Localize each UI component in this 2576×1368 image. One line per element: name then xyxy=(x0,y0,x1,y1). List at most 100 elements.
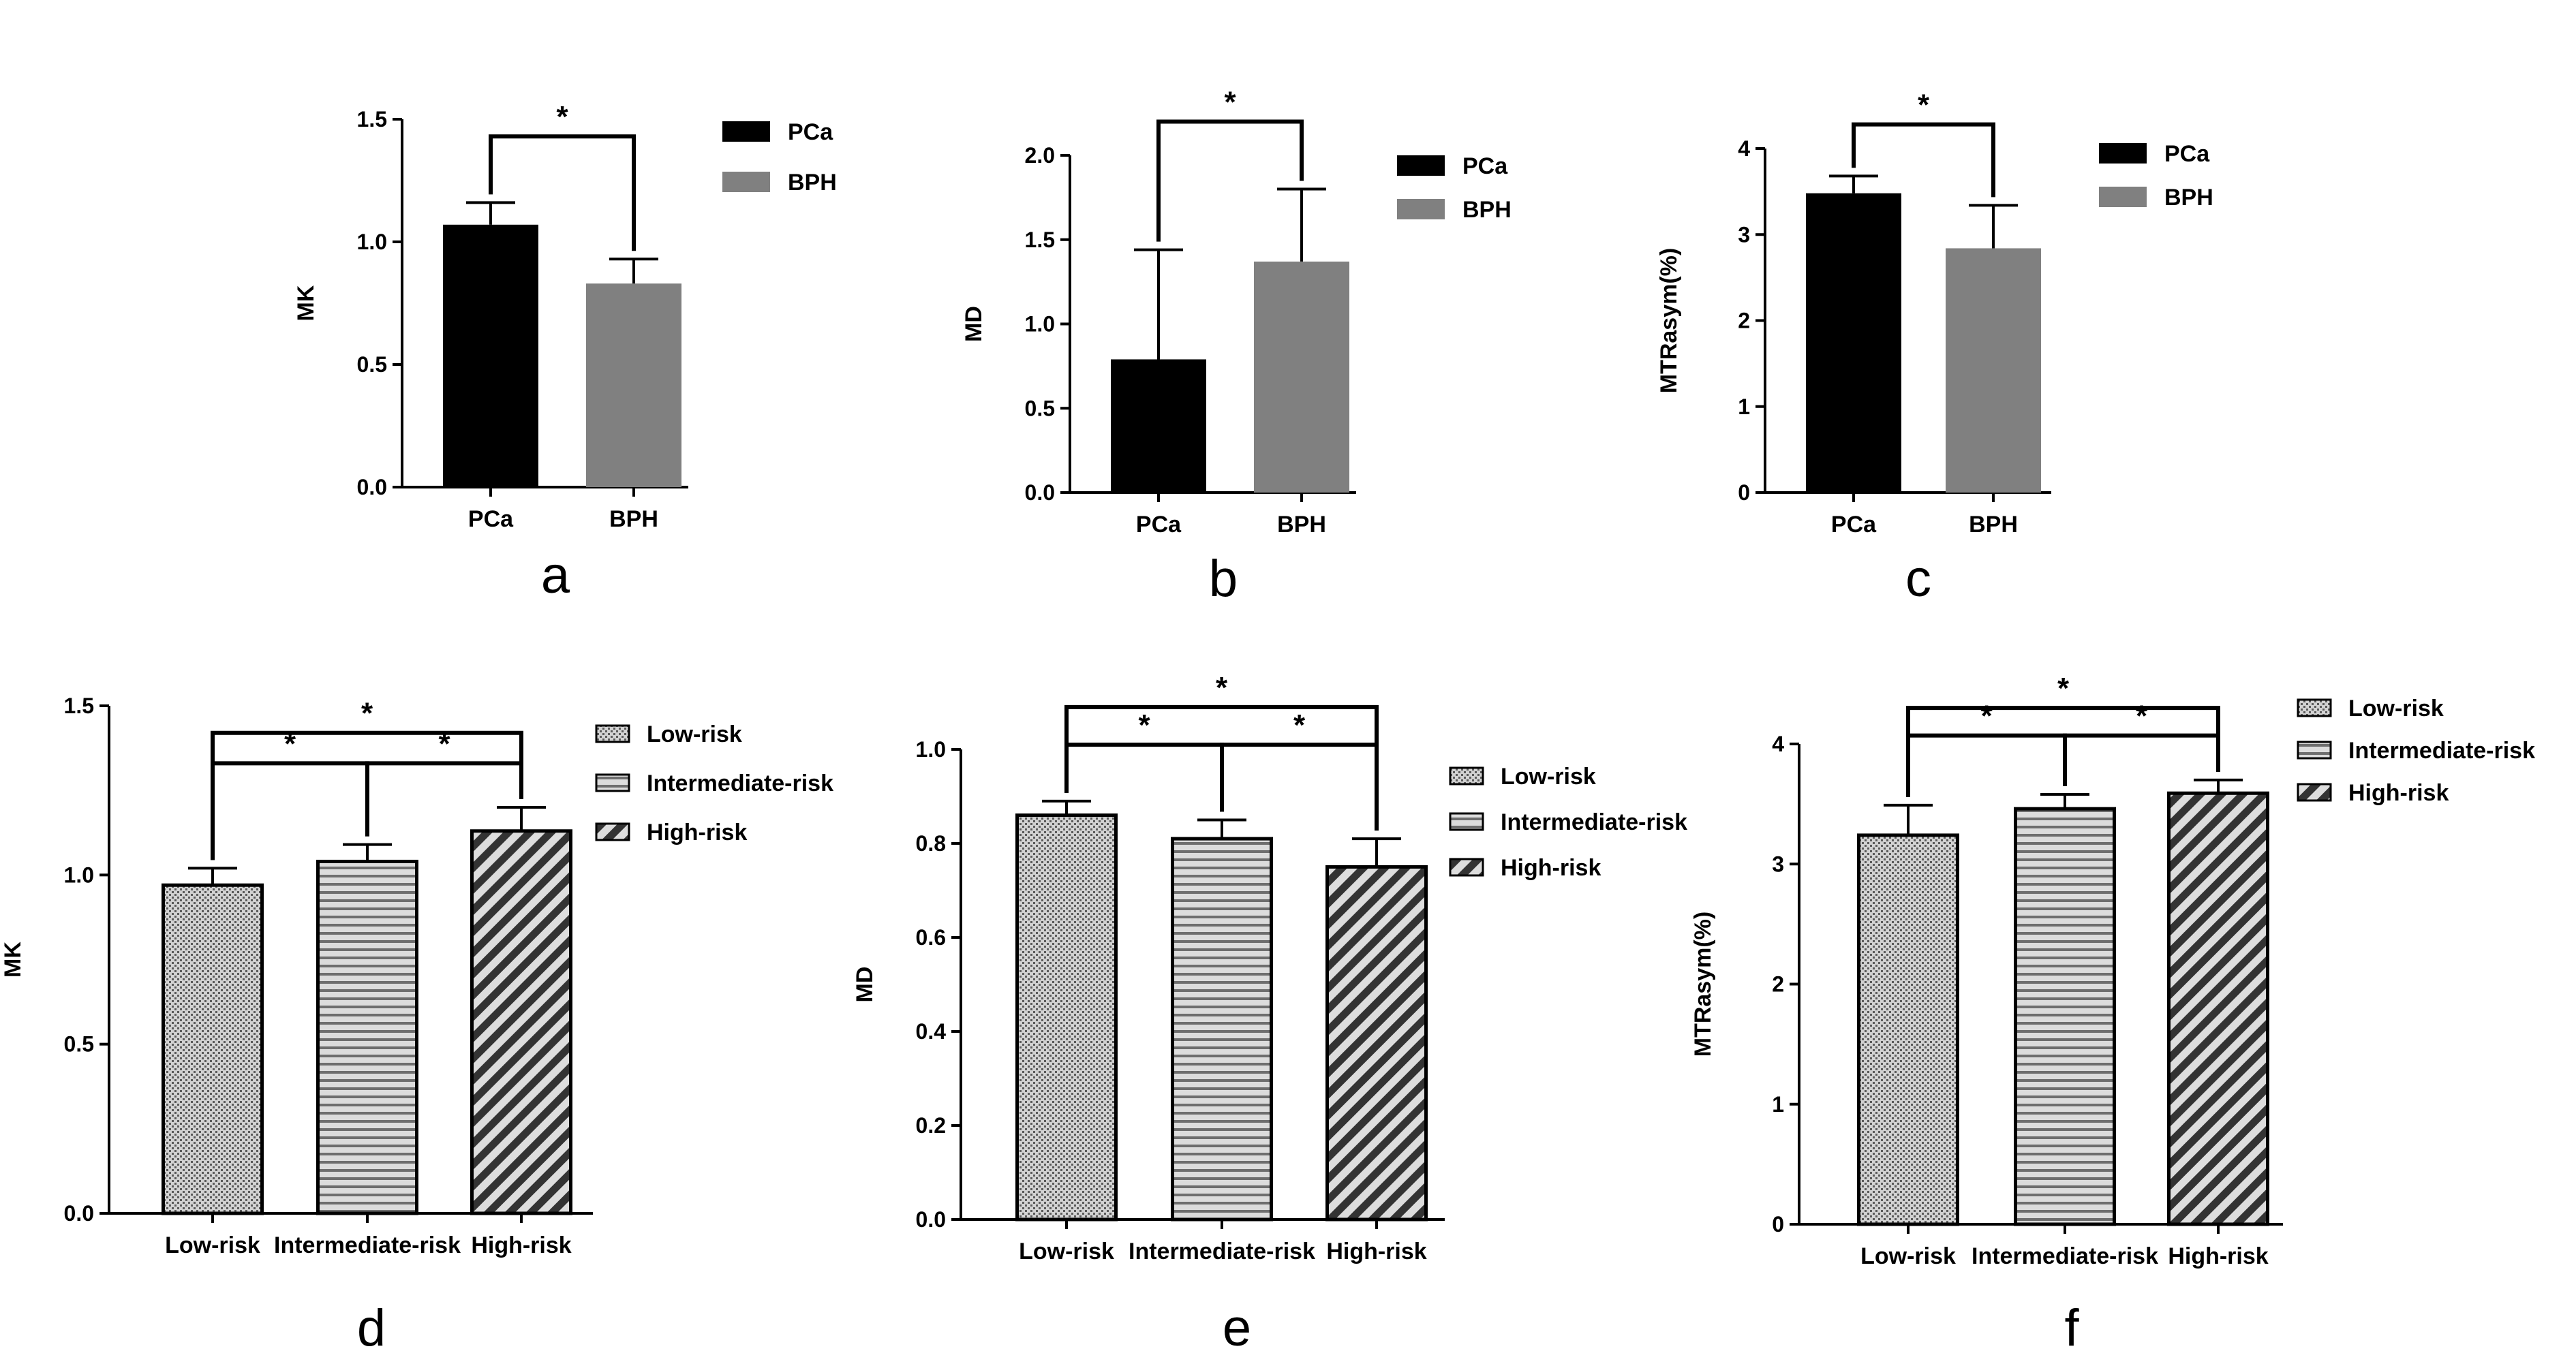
legend-label: Low-risk xyxy=(2348,696,2444,721)
y-tick-label: 3 xyxy=(1738,222,1750,247)
significance-star: * xyxy=(1138,709,1150,742)
y-tick-label: 1.5 xyxy=(64,694,94,718)
panel-letter: f xyxy=(2064,1299,2079,1357)
significance-bracket xyxy=(1064,704,1379,831)
y-tick-label: 1 xyxy=(1738,394,1750,419)
y-tick-label: 0 xyxy=(1772,1212,1784,1237)
significance-bracket xyxy=(365,761,523,837)
significance-star: * xyxy=(1293,709,1306,742)
bar-low-risk xyxy=(1857,833,1959,1226)
chart-panel-f: 0 1 2 3 4 MTRasym(%) Low-risk Intermediate-risk… xyxy=(1690,672,2535,1357)
bar-low-risk xyxy=(1015,813,1118,1222)
significance-star: * xyxy=(2057,672,2070,705)
y-axis-title: MD xyxy=(961,306,987,342)
y-axis-title: MK xyxy=(0,942,26,978)
legend-label: BPH xyxy=(1462,197,1512,223)
x-category-label: Intermediate-risk xyxy=(274,1232,461,1258)
x-category-label: PCa xyxy=(1136,512,1182,538)
chart-panel-d: 0.0 0.5 1.0 1.5 MK Low-risk Intermediate-risk H… xyxy=(0,694,833,1357)
significance-star: * xyxy=(556,100,568,134)
panel-letter: d xyxy=(357,1299,386,1357)
bar-intermediate-risk xyxy=(1171,837,1273,1222)
y-tick-label: 0.0 xyxy=(916,1207,946,1232)
significance-bracket xyxy=(1906,733,2067,797)
x-category-label: BPH xyxy=(609,506,658,532)
significance-star: * xyxy=(1980,700,1993,733)
legend-swatch xyxy=(595,724,630,743)
y-tick-label: 4 xyxy=(1738,136,1750,161)
legend-swatch xyxy=(2297,698,2332,717)
significance-bracket xyxy=(1156,119,1304,242)
y-tick-label: 0.6 xyxy=(916,925,946,950)
y-tick-label: 0.0 xyxy=(1025,480,1055,505)
y-axis-title: MK xyxy=(293,285,319,321)
legend-label: BPH xyxy=(2164,185,2213,211)
y-tick-label: 1.0 xyxy=(916,737,946,762)
significance-star: * xyxy=(2136,700,2148,733)
legend-swatch xyxy=(2099,143,2147,164)
bar-high-risk xyxy=(1325,865,1428,1222)
significance-star: * xyxy=(1224,86,1236,119)
x-category-label: Intermediate-risk xyxy=(1129,1239,1315,1264)
y-tick-label: 0 xyxy=(1738,480,1750,505)
x-category-label: Intermediate-risk xyxy=(1972,1243,2158,1269)
x-category-label: High-risk xyxy=(471,1232,571,1258)
bar-intermediate-risk xyxy=(2014,807,2116,1226)
x-category-label: High-risk xyxy=(2168,1243,2268,1269)
panel-letter: a xyxy=(541,546,570,604)
significance-bracket xyxy=(1220,743,1379,831)
bar-bph xyxy=(1254,261,1349,493)
y-tick-label: 0.8 xyxy=(916,831,946,856)
significance-star: * xyxy=(438,727,450,760)
legend-swatch xyxy=(2297,783,2332,802)
y-tick-label: 0.4 xyxy=(916,1019,947,1044)
legend-swatch xyxy=(1397,155,1445,176)
bar-high-risk xyxy=(2167,791,2269,1226)
legend-swatch xyxy=(595,773,630,792)
y-tick-label: 2 xyxy=(1738,309,1750,333)
legend-label: Intermediate-risk xyxy=(1501,809,1687,835)
panel-letter: e xyxy=(1223,1299,1251,1357)
chart-panel-c: 0 1 2 3 4 MTRasym(%) PCa BPH * PCa BPH c xyxy=(1656,89,2213,608)
y-tick-label: 1.5 xyxy=(1025,228,1055,252)
bar-pca xyxy=(1806,193,1901,493)
x-category-label: PCa xyxy=(1831,512,1877,538)
significance-star: * xyxy=(361,697,373,730)
y-tick-label: 2.0 xyxy=(1025,143,1055,168)
legend-swatch xyxy=(2297,741,2332,760)
y-tick-label: 1.0 xyxy=(357,230,387,254)
y-tick-label: 1.0 xyxy=(64,862,94,887)
significance-star: * xyxy=(1918,89,1930,122)
bar-low-risk xyxy=(162,883,264,1215)
legend-swatch xyxy=(595,822,630,841)
legend-label: High-risk xyxy=(1501,855,1601,881)
legend-swatch xyxy=(1449,858,1484,877)
legend-label: PCa xyxy=(2164,141,2210,167)
y-axis-title: MD xyxy=(852,967,878,1003)
y-axis-title: MTRasym(%) xyxy=(1690,912,1716,1057)
x-category-label: Low-risk xyxy=(165,1232,260,1258)
chart-panel-e: 0.0 0.2 0.4 0.6 0.8 1.0 MD Low-risk Intermediate… xyxy=(852,671,1687,1357)
bar-pca xyxy=(443,224,538,487)
y-tick-label: 1 xyxy=(1772,1092,1784,1117)
significance-bracket xyxy=(489,134,636,251)
x-category-label: Low-risk xyxy=(1860,1243,1956,1269)
x-category-label: PCa xyxy=(468,506,514,532)
y-tick-label: 0.2 xyxy=(916,1113,946,1138)
legend-label: PCa xyxy=(788,119,833,145)
y-tick-label: 1.0 xyxy=(1025,312,1055,337)
legend-swatch xyxy=(2099,187,2147,207)
legend-label: BPH xyxy=(788,170,837,196)
x-category-label: High-risk xyxy=(1326,1239,1426,1264)
chart-panel-b: 0.0 0.5 1.0 1.5 2.0 MD PCa BPH * PCa BPH b xyxy=(961,86,1512,608)
x-category-label: BPH xyxy=(1277,512,1326,538)
legend-label: High-risk xyxy=(647,820,747,845)
significance-bracket xyxy=(2063,733,2220,787)
legend-swatch xyxy=(1449,812,1484,831)
significance-bracket xyxy=(1906,706,2220,797)
legend-swatch xyxy=(722,172,770,192)
bar-intermediate-risk xyxy=(316,859,418,1215)
x-category-label: Low-risk xyxy=(1019,1239,1114,1264)
y-tick-label: 3 xyxy=(1772,852,1784,876)
